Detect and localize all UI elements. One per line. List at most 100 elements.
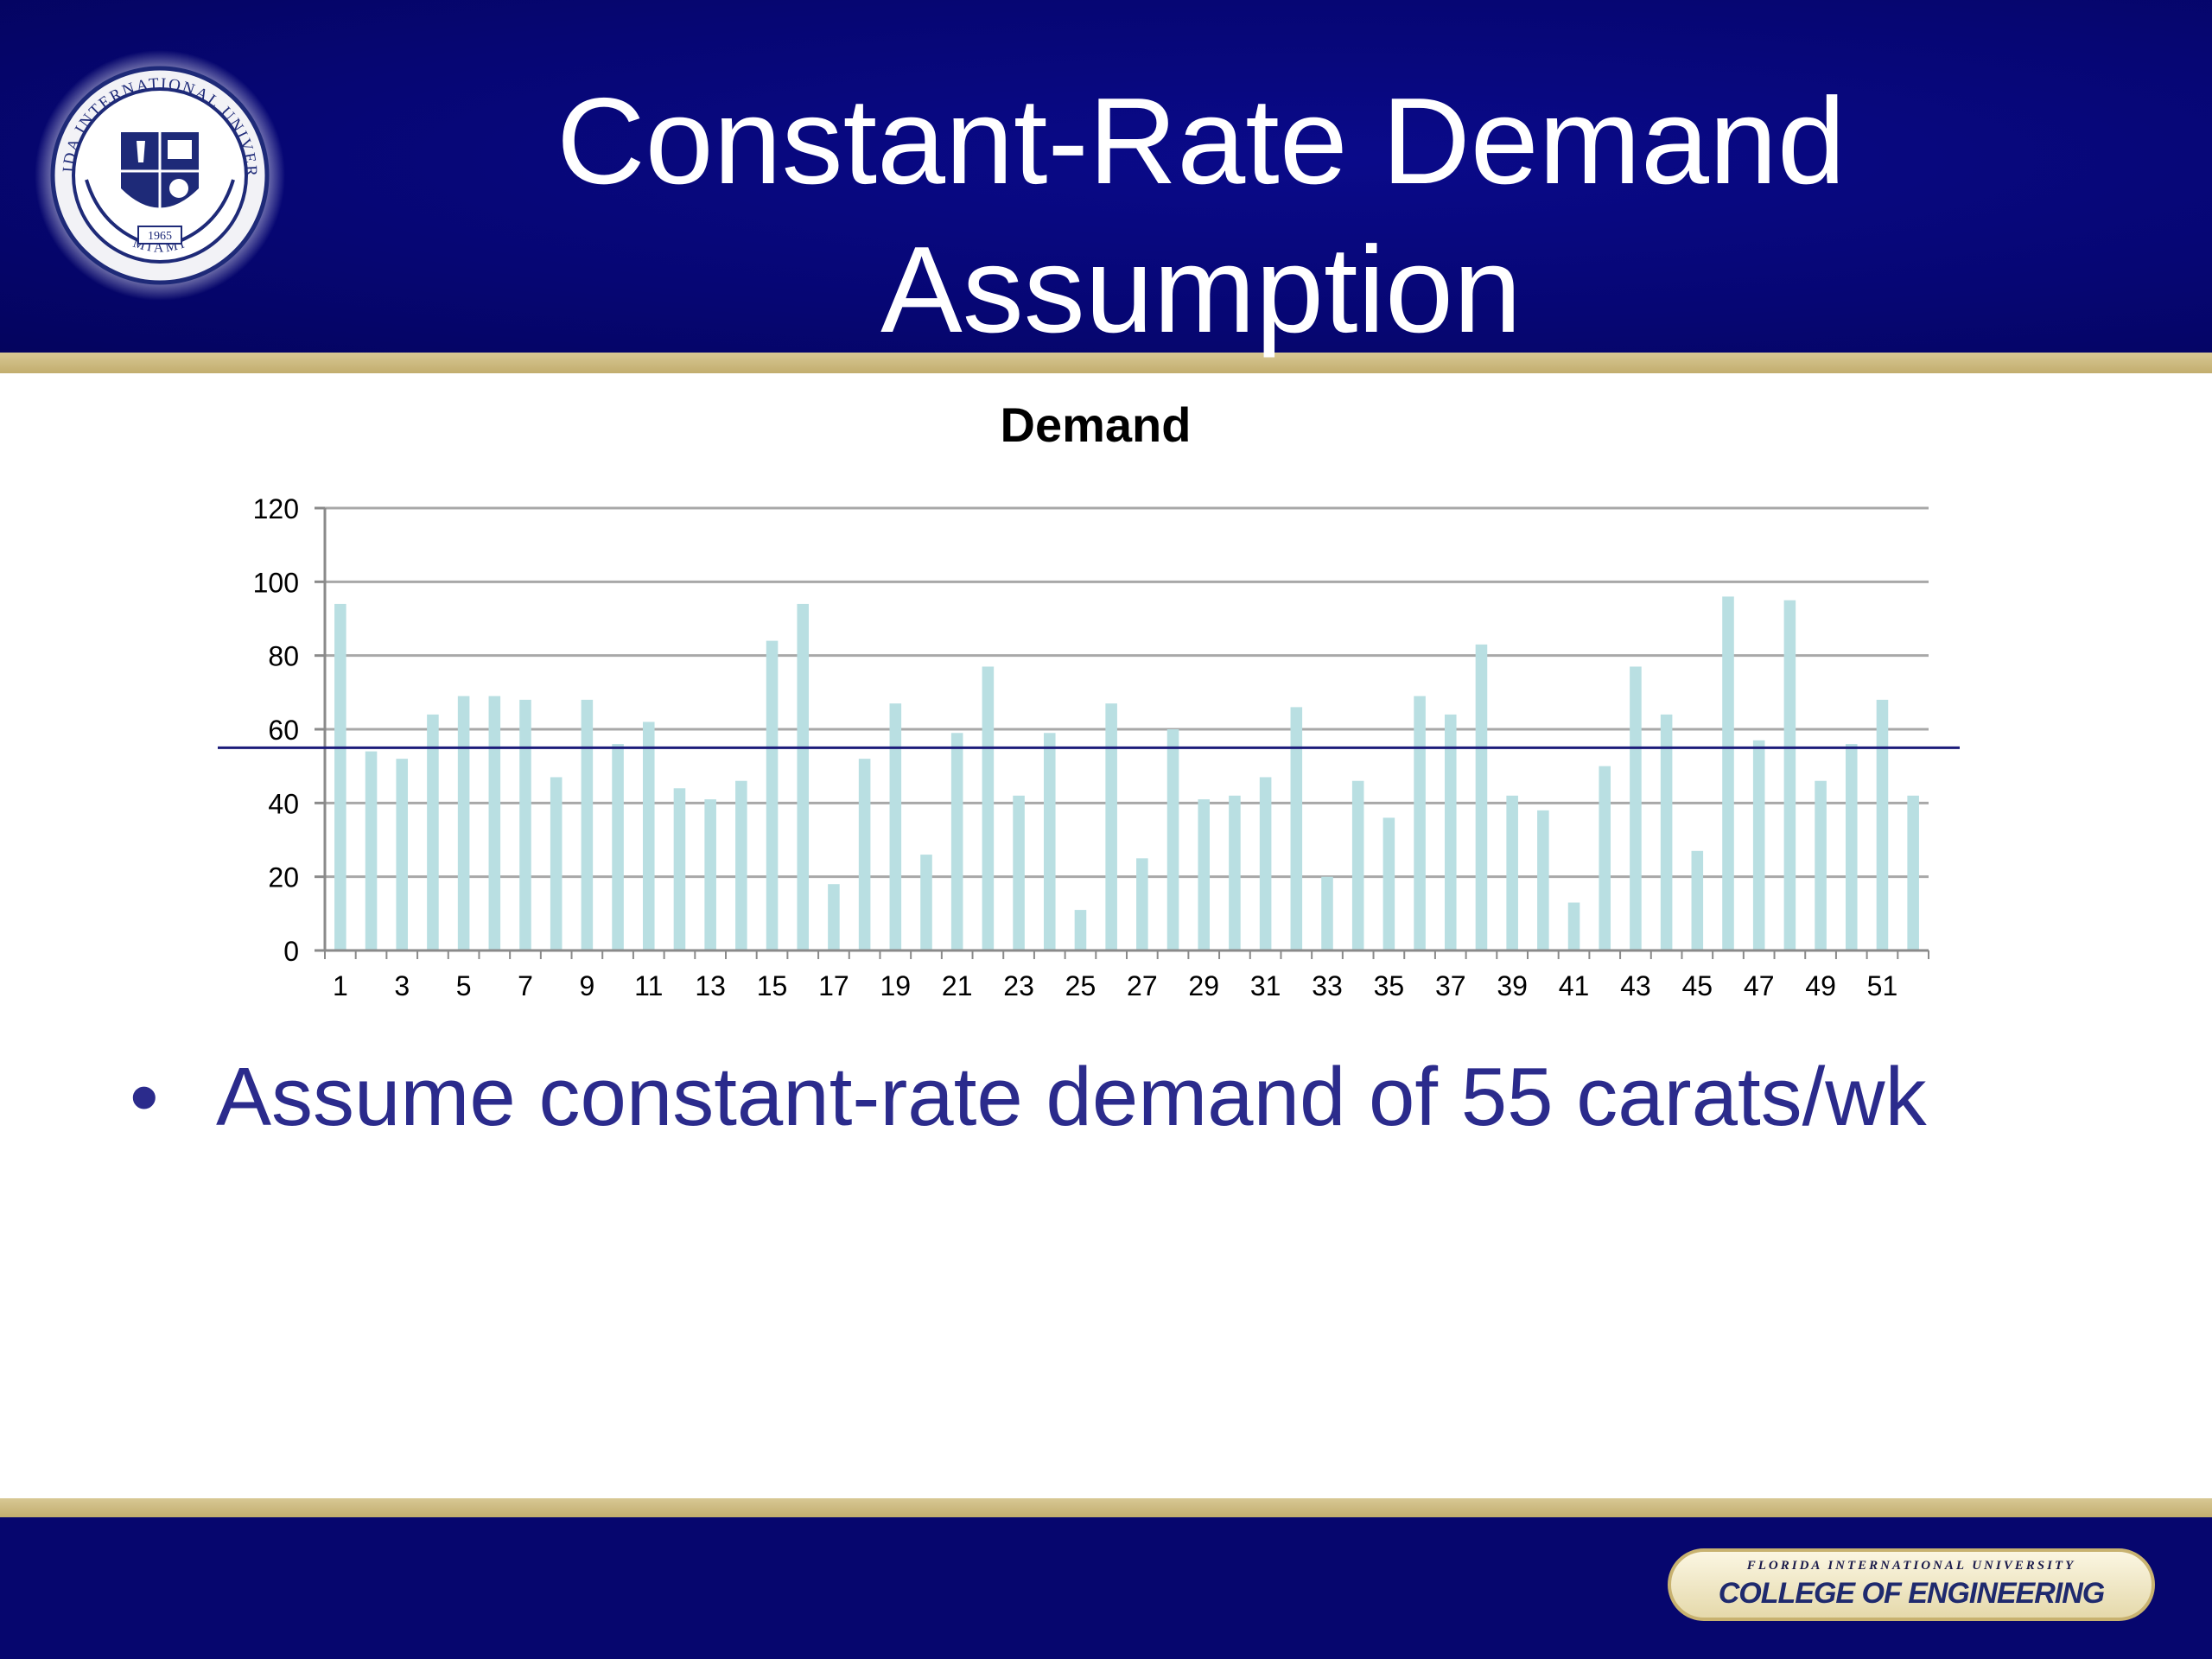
bar-week-44 <box>1660 714 1673 950</box>
bar-week-31 <box>1259 777 1272 950</box>
bar-week-47 <box>1752 740 1765 950</box>
badge-university-text: FLORIDA INTERNATIONAL UNIVERSITY <box>1746 1559 2076 1573</box>
bar-week-42 <box>1599 766 1611 950</box>
footer-gold-stripe <box>0 1498 2212 1517</box>
chart-y-tick-labels: 0 20 40 60 80 100 120 <box>253 493 299 967</box>
x-tick-label: 49 <box>1805 970 1836 1001</box>
x-tick-label: 31 <box>1250 970 1281 1001</box>
title-line-2: Assumption <box>880 221 1522 359</box>
x-tick-label: 27 <box>1127 970 1158 1001</box>
x-tick-label: 29 <box>1188 970 1219 1001</box>
bar-week-40 <box>1537 810 1549 950</box>
bar-week-34 <box>1351 780 1364 950</box>
y-tick-label: 0 <box>283 936 299 967</box>
y-tick-label: 20 <box>268 862 299 893</box>
chart-axes <box>323 508 1929 959</box>
bar-week-32 <box>1290 707 1303 950</box>
bar-week-52 <box>1907 795 1919 950</box>
bar-week-21 <box>950 733 963 950</box>
y-tick-label: 100 <box>253 567 299 598</box>
bar-week-17 <box>828 884 840 950</box>
bar-week-20 <box>920 855 932 950</box>
bar-week-11 <box>642 721 655 950</box>
bar-week-6 <box>488 696 501 950</box>
bar-week-8 <box>550 777 563 950</box>
x-tick-label: 35 <box>1374 970 1405 1001</box>
x-tick-label: 45 <box>1682 970 1713 1001</box>
bar-week-41 <box>1567 902 1580 950</box>
bullet-text: Assume constant-rate demand of 55 carats… <box>216 1051 1927 1143</box>
x-tick-label: 43 <box>1620 970 1651 1001</box>
bullet-point: • Assume constant-rate demand of 55 cara… <box>130 1046 2117 1149</box>
x-tick-label: 37 <box>1435 970 1466 1001</box>
x-tick-label: 25 <box>1065 970 1096 1001</box>
bar-week-14 <box>735 780 747 950</box>
bar-week-48 <box>1783 600 1796 950</box>
chart-bars <box>334 596 1919 950</box>
bar-week-12 <box>673 788 686 950</box>
bar-week-45 <box>1691 850 1704 950</box>
bar-week-26 <box>1105 703 1117 950</box>
bar-week-1 <box>334 603 346 950</box>
bar-week-13 <box>704 799 716 950</box>
bar-week-19 <box>889 703 902 950</box>
title-line-1: Constant-Rate Demand <box>556 73 1846 210</box>
x-tick-label: 19 <box>880 970 912 1001</box>
chart-title: Demand <box>1001 397 1192 452</box>
x-tick-label: 9 <box>579 970 594 1001</box>
bar-week-30 <box>1229 795 1241 950</box>
bullet-marker: • <box>130 1051 159 1143</box>
x-tick-label: 15 <box>757 970 788 1001</box>
bar-week-28 <box>1166 729 1179 950</box>
y-tick-label: 80 <box>268 641 299 672</box>
x-tick-label: 5 <box>456 970 472 1001</box>
x-tick-label: 23 <box>1003 970 1034 1001</box>
y-tick-label: 60 <box>268 715 299 746</box>
bar-week-9 <box>581 699 594 950</box>
x-tick-label: 47 <box>1744 970 1775 1001</box>
x-tick-label: 7 <box>518 970 533 1001</box>
chart-x-tick-labels: 1 3 5 7 9 11 13 15 17 19 21 23 25 27 29 31 33 35 37 39 41 43 4… <box>333 970 1897 1001</box>
bar-week-10 <box>612 744 624 950</box>
x-tick-label: 17 <box>818 970 849 1001</box>
slide-title: Constant-Rate Demand Assumption <box>432 67 1970 365</box>
bar-week-24 <box>1043 733 1056 950</box>
bar-week-22 <box>982 666 995 950</box>
college-of-engineering-badge-logo: FLORIDA INTERNATIONAL UNIVERSITY COLLEGE… <box>1668 1548 2155 1621</box>
bar-week-33 <box>1321 876 1333 950</box>
bar-week-4 <box>427 714 439 950</box>
slide-header <box>0 0 2212 353</box>
badge-college-text: COLLEGE OF ENGINEERING <box>1718 1577 2105 1610</box>
y-tick-label: 40 <box>268 788 299 819</box>
seal-year: 1965 <box>148 230 172 243</box>
x-tick-label: 21 <box>942 970 973 1001</box>
x-tick-label: 51 <box>1867 970 1898 1001</box>
bar-week-37 <box>1444 714 1457 950</box>
bar-week-3 <box>396 759 409 950</box>
bar-week-16 <box>797 603 810 950</box>
bar-week-27 <box>1136 858 1148 950</box>
header-gold-stripe <box>0 353 2212 373</box>
bar-week-49 <box>1815 780 1827 950</box>
bar-week-2 <box>365 751 378 950</box>
x-tick-label: 1 <box>333 970 348 1001</box>
x-tick-label: 33 <box>1312 970 1343 1001</box>
bar-week-29 <box>1198 799 1211 950</box>
bar-week-50 <box>1845 744 1858 950</box>
x-tick-label: 13 <box>695 970 726 1001</box>
x-tick-label: 11 <box>634 970 663 1001</box>
bar-week-23 <box>1013 795 1025 950</box>
bar-week-35 <box>1382 817 1395 950</box>
bar-week-46 <box>1722 596 1734 950</box>
bar-week-5 <box>457 696 470 950</box>
bar-week-51 <box>1876 699 1889 950</box>
bar-week-43 <box>1630 666 1642 950</box>
bar-week-15 <box>766 640 779 950</box>
bar-week-7 <box>519 699 531 950</box>
bar-week-18 <box>858 759 871 950</box>
y-tick-label: 120 <box>253 493 299 524</box>
bar-week-36 <box>1414 696 1426 950</box>
x-tick-label: 3 <box>394 970 410 1001</box>
